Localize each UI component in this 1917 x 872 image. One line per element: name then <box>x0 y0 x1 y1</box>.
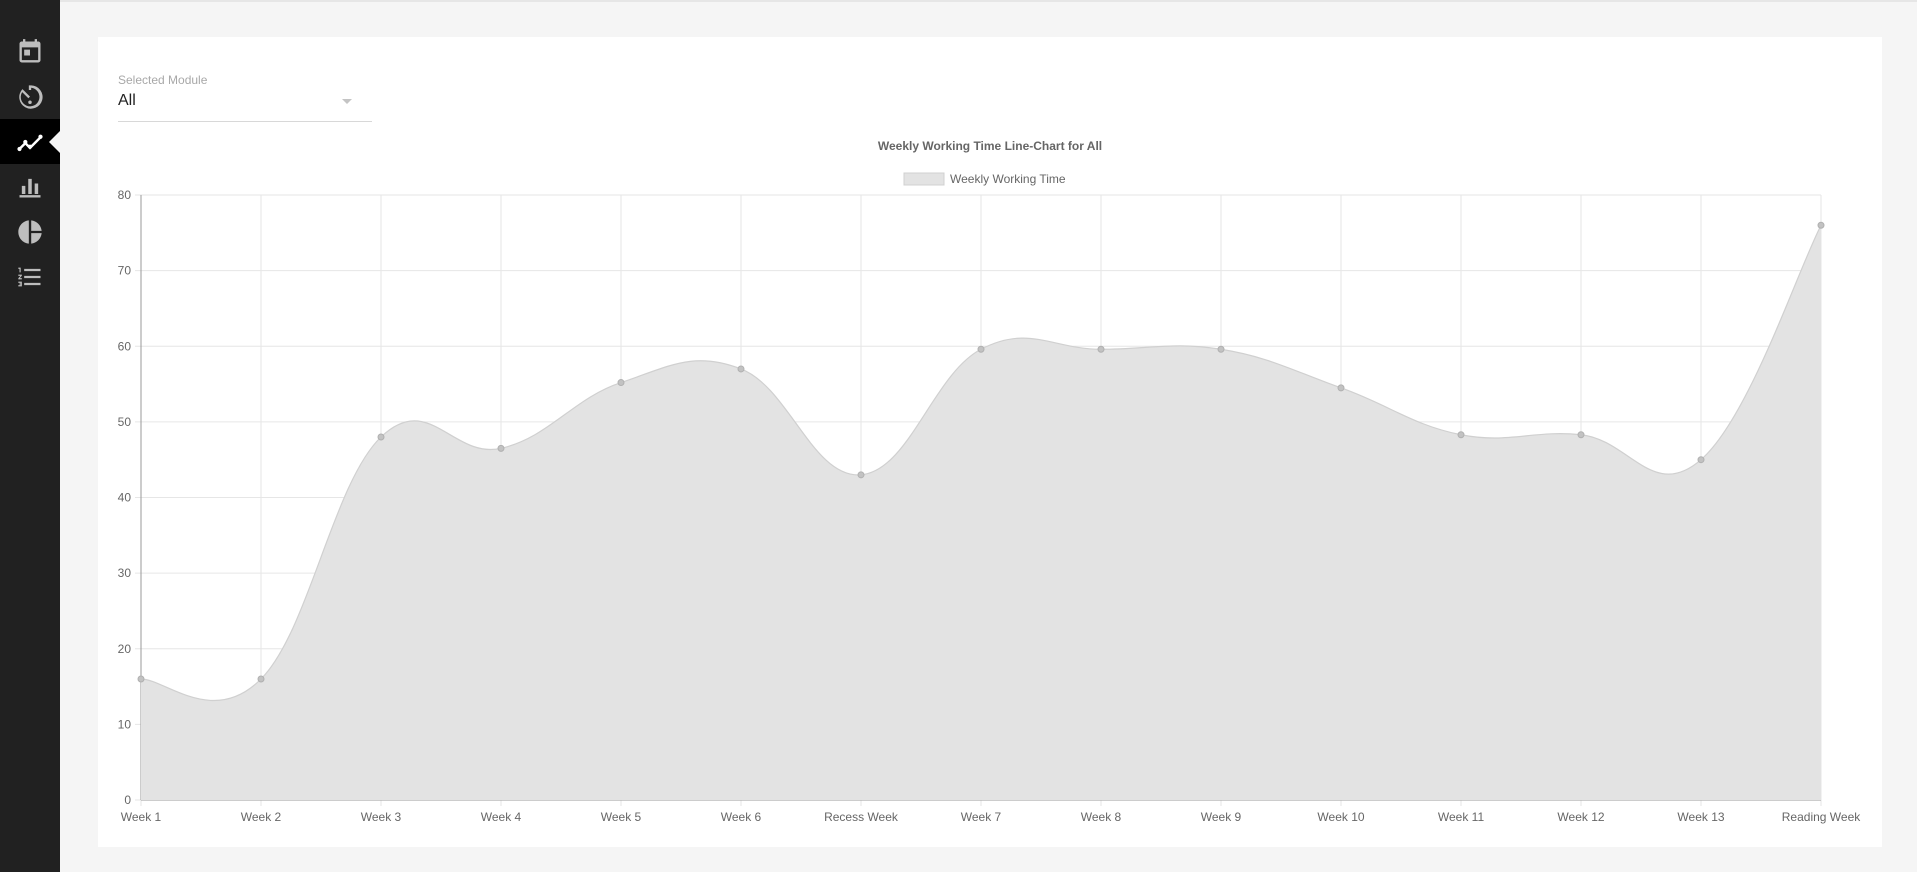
data-point[interactable] <box>1097 345 1105 353</box>
data-point[interactable] <box>1577 431 1585 439</box>
data-point[interactable] <box>257 675 265 683</box>
data-point[interactable] <box>1217 345 1225 353</box>
x-tick-label: Week 11 <box>1438 810 1485 824</box>
data-point[interactable] <box>857 471 865 479</box>
nav-bar-chart[interactable] <box>0 164 60 209</box>
pie-chart-icon <box>18 219 42 244</box>
y-tick-label: 70 <box>118 264 132 278</box>
chart-title: Weekly Working Time Line-Chart for All <box>878 139 1102 153</box>
series-area <box>141 225 1821 800</box>
module-select-label: Selected Module <box>118 73 208 87</box>
x-tick-label: Week 8 <box>1081 810 1122 824</box>
y-tick-label: 10 <box>118 717 132 731</box>
x-tick-label: Week 3 <box>361 810 402 824</box>
module-select[interactable]: Selected Module All <box>118 73 372 122</box>
nav-line-chart[interactable] <box>0 119 60 164</box>
nav-calendar[interactable] <box>0 29 60 74</box>
x-tick-label: Week 2 <box>241 810 282 824</box>
bar-chart-icon <box>19 178 41 197</box>
y-tick-label: 50 <box>118 415 132 429</box>
x-tick-label: Week 13 <box>1677 810 1724 824</box>
module-select-value: All <box>118 92 136 109</box>
data-point[interactable] <box>1457 431 1465 439</box>
numbered-list-icon <box>18 267 41 286</box>
legend-label[interactable]: Weekly Working Time <box>950 172 1066 186</box>
x-tick-label: Week 10 <box>1317 810 1364 824</box>
nav-list[interactable] <box>0 254 60 299</box>
top-border <box>60 0 1917 2</box>
calendar-icon <box>19 38 41 62</box>
legend-swatch[interactable] <box>903 172 945 186</box>
x-tick-label: Week 6 <box>721 810 762 824</box>
chevron-down-icon <box>342 99 352 104</box>
x-tick-label: Reading Week <box>1782 810 1861 824</box>
line-chart-icon <box>17 134 43 151</box>
data-point[interactable] <box>497 444 505 452</box>
nav-pie-chart[interactable] <box>0 209 60 254</box>
x-tick-label: Week 4 <box>481 810 522 824</box>
y-tick-label: 40 <box>118 491 132 505</box>
x-tick-label: Recess Week <box>824 810 899 824</box>
sidebar <box>0 0 60 872</box>
data-point[interactable] <box>737 365 745 373</box>
data-point[interactable] <box>977 345 985 353</box>
x-tick-label: Week 7 <box>961 810 1002 824</box>
x-tick-label: Week 12 <box>1557 810 1604 824</box>
data-point[interactable] <box>1337 384 1345 392</box>
data-point[interactable] <box>1817 221 1825 229</box>
data-point[interactable] <box>377 433 385 441</box>
y-tick-label: 60 <box>118 339 132 353</box>
y-tick-label: 20 <box>118 642 132 656</box>
y-tick-label: 80 <box>118 188 132 202</box>
data-point[interactable] <box>137 675 145 683</box>
x-tick-label: Week 1 <box>121 810 162 824</box>
x-tick-label: Week 5 <box>601 810 642 824</box>
data-point[interactable] <box>1697 456 1705 464</box>
y-tick-label: 30 <box>118 566 132 580</box>
x-tick-label: Week 9 <box>1201 810 1242 824</box>
y-tick-label: 0 <box>124 793 131 807</box>
data-point[interactable] <box>617 379 625 387</box>
